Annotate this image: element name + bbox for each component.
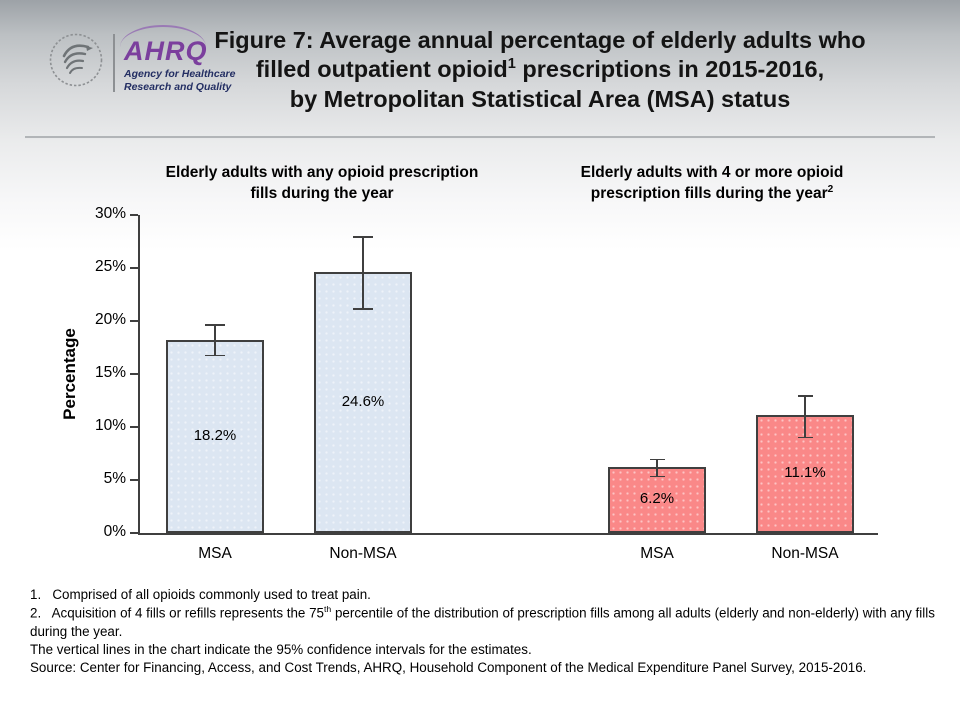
error-bar-cap-bottom — [205, 354, 225, 357]
logo-divider — [113, 33, 115, 92]
title-line2: filled outpatient opioid1 prescriptions … — [255, 56, 825, 83]
title-line1: Figure 7: Average annual percentage of e… — [214, 27, 866, 53]
error-bar-cap-top — [649, 458, 665, 461]
ahrq-acronym: AHRQ — [120, 25, 235, 65]
footnote-confidence-intervals: The vertical lines in the chart indicate… — [30, 642, 532, 658]
footnote-source: Source: Center for Financing, Access, an… — [30, 660, 867, 676]
error-bar-line — [656, 458, 658, 477]
ahrq-name: Agency for Healthcare Research and Quali… — [124, 68, 235, 93]
y-tick-mark — [130, 320, 138, 322]
y-axis — [138, 215, 140, 533]
panel2-footnote-ref: 2 — [827, 184, 834, 196]
panel-header-any-opioid: Elderly adults with any opioid prescript… — [165, 164, 479, 203]
x-category-label: Non-MSA — [329, 545, 397, 562]
x-category-label: Non-MSA — [771, 545, 839, 562]
y-tick-mark — [130, 426, 138, 428]
bar-any-opioid-non-msa — [314, 272, 412, 533]
hhs-eagle-icon — [48, 32, 104, 93]
y-tick-mark — [130, 373, 138, 375]
y-tick-mark — [130, 267, 138, 269]
bar-value-label: 6.2% — [639, 490, 675, 508]
error-bar-cap-top — [205, 324, 225, 326]
y-tick-label: 5% — [103, 470, 126, 487]
y-tick-label: 30% — [94, 205, 126, 222]
ahrq-arc-icon — [120, 25, 206, 47]
slide-title: Figure 7: Average annual percentage of e… — [180, 26, 900, 114]
header-divider — [25, 136, 935, 139]
y-tick-label: 15% — [94, 364, 126, 381]
error-bar-cap-bottom — [353, 308, 373, 310]
bar-value-label: 24.6% — [341, 392, 385, 410]
x-category-label: MSA — [198, 545, 232, 562]
y-tick-label: 20% — [94, 311, 126, 328]
error-bar-cap-top — [797, 395, 813, 397]
y-tick-label: 0% — [103, 523, 126, 540]
y-tick-mark — [130, 532, 138, 534]
error-bar-cap-bottom — [649, 475, 665, 478]
footnote-2-sup: th — [324, 604, 332, 615]
error-bar-cap-bottom — [797, 436, 813, 439]
x-category-label: MSA — [640, 545, 674, 562]
footnotes: 1. Comprised of all opioids commonly use… — [30, 586, 938, 678]
x-axis — [138, 533, 878, 535]
y-tick-label: 10% — [94, 417, 126, 434]
ahrq-name-line2: Research and Quality — [124, 80, 232, 93]
bar-four-plus-fills-msa — [608, 467, 706, 533]
agency-logo: AHRQ Agency for Healthcare Research and … — [48, 25, 235, 93]
y-tick-mark — [130, 214, 138, 216]
footnote-1: 1. Comprised of all opioids commonly use… — [30, 587, 371, 602]
ahrq-wordmark: AHRQ Agency for Healthcare Research and … — [120, 25, 235, 93]
error-bar-line — [804, 395, 806, 438]
ahrq-name-line1: Agency for Healthcare — [124, 68, 236, 80]
error-bar-line — [214, 324, 216, 356]
footnote-2: 2. Acquisition of 4 fills or refills rep… — [30, 604, 939, 639]
bar-value-label: 18.2% — [193, 426, 237, 444]
bar-value-label: 11.1% — [784, 464, 826, 482]
error-bar-cap-top — [353, 236, 373, 238]
title-line3: by Metropolitan Statistical Area (MSA) s… — [289, 85, 791, 112]
error-bar-line — [362, 236, 364, 310]
y-tick-mark — [130, 479, 138, 481]
y-tick-label: 25% — [94, 258, 126, 275]
title-footnote-ref-1: 1 — [507, 56, 516, 73]
panel-header-four-plus-fills: Elderly adults with 4 or more opioid pre… — [580, 164, 844, 203]
bar-any-opioid-msa — [166, 340, 264, 533]
